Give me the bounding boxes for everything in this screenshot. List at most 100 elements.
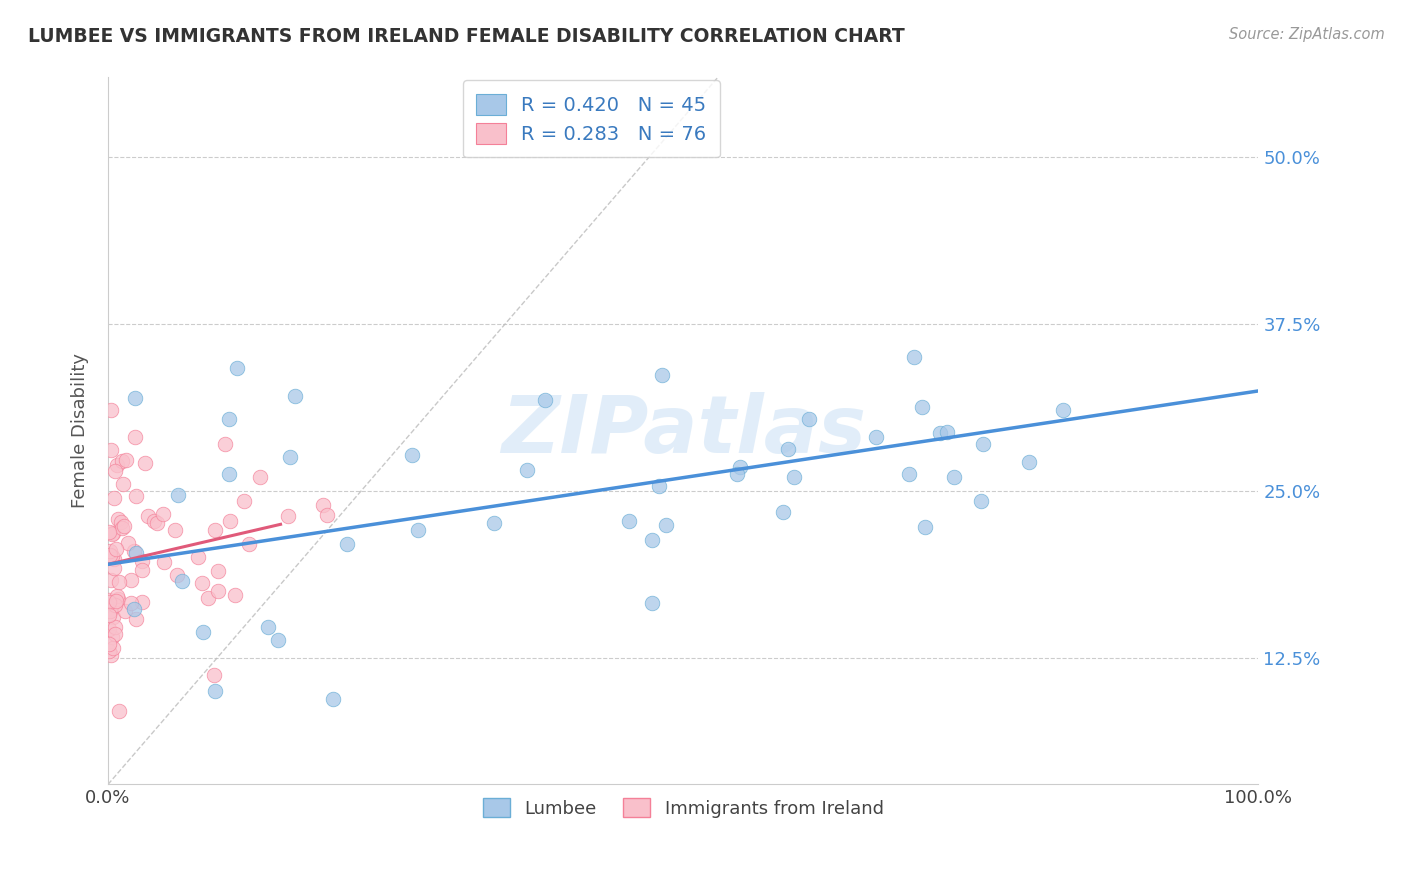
Point <box>114 604 136 618</box>
Point <box>120 573 142 587</box>
Point <box>112 518 135 533</box>
Point <box>125 612 148 626</box>
Point <box>98 607 121 622</box>
Point <box>218 412 240 426</box>
Point <box>98 644 121 658</box>
Point <box>122 602 145 616</box>
Point <box>238 536 260 550</box>
Point <box>101 526 124 541</box>
Point <box>191 625 214 640</box>
Point <box>134 456 156 470</box>
Point <box>103 552 125 566</box>
Point <box>214 437 236 451</box>
Point <box>401 449 423 463</box>
Point <box>929 425 952 440</box>
Point <box>898 467 921 481</box>
Point <box>284 388 307 402</box>
Point <box>207 564 229 578</box>
Point <box>914 519 936 533</box>
Point <box>197 591 219 605</box>
Point <box>797 412 820 426</box>
Point <box>107 512 129 526</box>
Point <box>122 543 145 558</box>
Text: Source: ZipAtlas.com: Source: ZipAtlas.com <box>1229 27 1385 42</box>
Point <box>115 452 138 467</box>
Point <box>641 533 664 548</box>
Point <box>641 596 664 610</box>
Point <box>172 574 194 588</box>
Point <box>104 594 127 608</box>
Point <box>219 514 242 528</box>
Point <box>167 488 190 502</box>
Point <box>104 620 127 634</box>
Point <box>942 469 965 483</box>
Point <box>107 704 129 718</box>
Point <box>146 516 169 530</box>
Y-axis label: Female Disability: Female Disability <box>72 353 89 508</box>
Point <box>783 470 806 484</box>
Point <box>98 549 121 563</box>
Point <box>131 563 153 577</box>
Point <box>166 567 188 582</box>
Point <box>131 595 153 609</box>
Point <box>165 523 187 537</box>
Point <box>104 541 127 556</box>
Point <box>772 505 794 519</box>
Point <box>105 589 128 603</box>
Point <box>776 442 799 456</box>
Point <box>104 626 127 640</box>
Point <box>278 450 301 464</box>
Text: ZIPatlas: ZIPatlas <box>501 392 866 470</box>
Point <box>936 425 959 440</box>
Point <box>98 622 121 636</box>
Legend: Lumbee, Immigrants from Ireland: Lumbee, Immigrants from Ireland <box>475 791 891 825</box>
Point <box>204 684 226 698</box>
Point <box>104 598 127 612</box>
Point <box>98 637 121 651</box>
Point <box>207 583 229 598</box>
Point <box>648 479 671 493</box>
Point <box>143 514 166 528</box>
Point <box>725 467 748 482</box>
Point <box>315 508 337 523</box>
Point <box>117 536 139 550</box>
Point <box>101 640 124 655</box>
Point <box>204 668 226 682</box>
Point <box>110 516 132 530</box>
Point <box>100 402 122 417</box>
Point <box>125 546 148 560</box>
Point <box>311 498 333 512</box>
Point <box>224 588 246 602</box>
Point <box>105 458 128 473</box>
Point <box>100 648 122 663</box>
Point <box>257 620 280 634</box>
Point <box>619 514 641 528</box>
Point <box>131 554 153 568</box>
Point <box>101 631 124 645</box>
Point <box>124 430 146 444</box>
Point <box>153 555 176 569</box>
Point <box>482 516 505 530</box>
Point <box>111 453 134 467</box>
Point <box>98 544 121 558</box>
Point <box>516 463 538 477</box>
Point <box>728 459 751 474</box>
Point <box>152 507 174 521</box>
Point <box>112 477 135 491</box>
Point <box>266 633 288 648</box>
Point <box>100 573 122 587</box>
Point <box>534 392 557 407</box>
Point <box>1052 402 1074 417</box>
Point <box>103 561 125 575</box>
Text: LUMBEE VS IMMIGRANTS FROM IRELAND FEMALE DISABILITY CORRELATION CHART: LUMBEE VS IMMIGRANTS FROM IRELAND FEMALE… <box>28 27 905 45</box>
Point <box>322 691 344 706</box>
Point <box>98 604 121 618</box>
Point <box>651 368 673 382</box>
Point <box>249 469 271 483</box>
Point <box>136 508 159 523</box>
Point <box>101 609 124 624</box>
Point <box>187 549 209 564</box>
Point <box>406 524 429 538</box>
Point <box>98 592 121 607</box>
Point <box>120 596 142 610</box>
